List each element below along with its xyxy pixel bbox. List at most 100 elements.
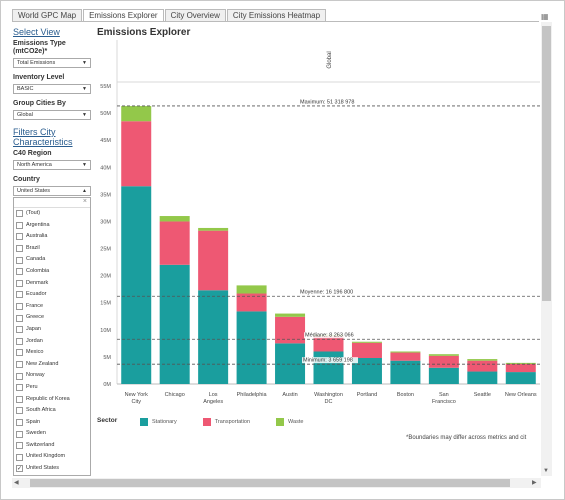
checkbox-icon[interactable]: [16, 337, 23, 345]
country-option[interactable]: Republic of Korea: [14, 394, 90, 406]
emissions-type-dropdown[interactable]: Total Emissions ▼: [13, 58, 91, 68]
country-option[interactable]: United Kingdom: [14, 451, 90, 463]
inventory-level-dropdown[interactable]: BASIC ▼: [13, 84, 91, 94]
country-option[interactable]: Sweden: [14, 428, 90, 440]
country-option[interactable]: Switzerland: [14, 440, 90, 452]
chevron-up-icon: ▲: [82, 188, 87, 194]
bar-segment-transportation: [275, 316, 306, 344]
region-dropdown[interactable]: North America ▼: [13, 160, 91, 170]
checkbox-icon[interactable]: [16, 291, 23, 299]
bar-segment-transportation: [428, 355, 459, 368]
filters-heading: Filters City Characteristics: [13, 127, 73, 147]
checkbox-icon[interactable]: [16, 372, 23, 380]
country-option-label: France: [26, 302, 44, 309]
country-option-label: Jordan: [26, 337, 43, 344]
x-tick-label: Philadelphia: [237, 392, 268, 398]
checkbox-icon[interactable]: [16, 314, 23, 322]
country-option-label: Canada: [26, 256, 46, 263]
country-option[interactable]: Norway: [14, 370, 90, 382]
region-label: C40 Region: [13, 150, 52, 157]
checkbox-icon[interactable]: [16, 395, 23, 403]
legend-item[interactable]: Transportation: [202, 418, 251, 426]
checkbox-icon[interactable]: [16, 279, 23, 287]
country-option[interactable]: Denmark: [14, 278, 90, 290]
checkbox-icon[interactable]: [16, 210, 23, 218]
y-tick-label: 35M: [100, 192, 111, 198]
reference-label-bg: [304, 332, 360, 339]
scroll-right-icon[interactable]: ▶: [532, 480, 537, 486]
country-list: × (Tout) Argentina Australia Brazil Canada Co…: [13, 197, 91, 476]
country-option[interactable]: France: [14, 301, 90, 313]
checkbox-icon[interactable]: [16, 221, 23, 229]
legend: Stationary Transportation Waste: [140, 418, 329, 426]
legend-label: Stationary: [152, 419, 177, 425]
scroll-down-icon[interactable]: ▼: [543, 468, 549, 474]
x-tick-label: Seattle: [474, 392, 491, 398]
checkbox-icon[interactable]: [16, 384, 23, 392]
reference-line-label: Minimum: 3 659 198: [303, 358, 353, 364]
country-option[interactable]: Peru: [14, 382, 90, 394]
reference-label-bg: [299, 289, 363, 296]
y-tick-label: 45M: [100, 138, 111, 144]
bar-segment-transportation: [236, 293, 267, 312]
checkbox-icon[interactable]: [16, 442, 23, 450]
y-tick-label: 40M: [100, 165, 111, 171]
x-tick-label: Los Angeles: [203, 392, 223, 405]
country-search-input[interactable]: ×: [14, 198, 90, 208]
country-option[interactable]: Spain: [14, 417, 90, 429]
country-option[interactable]: ✓ United States: [14, 463, 90, 475]
more-icon[interactable]: ▦: [541, 12, 549, 21]
checkbox-icon[interactable]: [16, 418, 23, 426]
checkbox-icon[interactable]: [16, 453, 23, 461]
country-option[interactable]: South Africa: [14, 405, 90, 417]
group-cities-dropdown[interactable]: Global ▼: [13, 110, 91, 120]
horizontal-scrollbar[interactable]: ◀ ▶: [12, 478, 541, 488]
country-option[interactable]: Jordan: [14, 336, 90, 348]
legend-item[interactable]: Stationary: [140, 418, 177, 426]
country-option[interactable]: Canada: [14, 254, 90, 266]
checkbox-icon[interactable]: [16, 407, 23, 415]
country-option[interactable]: Brazil: [14, 243, 90, 255]
country-option[interactable]: Mexico: [14, 347, 90, 359]
country-option-label: New Zealand: [26, 360, 59, 367]
vertical-scroll-thumb[interactable]: [542, 26, 551, 301]
country-option[interactable]: Greece: [14, 312, 90, 324]
scroll-left-icon[interactable]: ◀: [14, 480, 19, 486]
country-option[interactable]: Japan: [14, 324, 90, 336]
close-icon[interactable]: ×: [82, 198, 87, 205]
checkbox-icon[interactable]: [16, 233, 23, 241]
horizontal-scroll-thumb[interactable]: [30, 479, 510, 487]
country-dropdown[interactable]: United States ▲: [13, 186, 91, 196]
country-option[interactable]: Australia: [14, 231, 90, 243]
country-options: (Tout) Argentina Australia Brazil Canada Colo…: [14, 208, 90, 475]
bar-segment-waste: [390, 351, 421, 353]
tab-emissions-explorer[interactable]: Emissions Explorer: [83, 9, 164, 22]
bar-segment-waste: [198, 227, 229, 231]
legend-swatch: [202, 418, 211, 426]
legend-label: Transportation: [214, 419, 251, 425]
country-option[interactable]: New Zealand: [14, 359, 90, 371]
inventory-level-label: Inventory Level: [13, 74, 65, 81]
vertical-scrollbar[interactable]: ▼: [541, 22, 552, 476]
checkbox-icon[interactable]: [16, 430, 23, 438]
country-option[interactable]: Argentina: [14, 220, 90, 232]
checkbox-checked-icon[interactable]: ✓: [16, 465, 23, 473]
checkbox-icon[interactable]: [16, 303, 23, 311]
bar-segment-transportation: [313, 336, 344, 352]
checkbox-icon[interactable]: [16, 361, 23, 369]
country-option[interactable]: Ecuador: [14, 289, 90, 301]
bar-segment-transportation: [121, 121, 152, 187]
country-option-label: Japan: [26, 325, 41, 332]
tab-city-overview[interactable]: City Overview: [164, 9, 226, 22]
checkbox-icon[interactable]: [16, 256, 23, 264]
chart-title: Emissions Explorer: [97, 27, 191, 38]
checkbox-icon[interactable]: [16, 245, 23, 253]
checkbox-icon[interactable]: [16, 326, 23, 334]
tab-world-gpc-map[interactable]: World GPC Map: [12, 9, 83, 22]
checkbox-icon[interactable]: [16, 349, 23, 357]
legend-item[interactable]: Waste: [276, 418, 303, 426]
checkbox-icon[interactable]: [16, 268, 23, 276]
country-option[interactable]: Colombia: [14, 266, 90, 278]
country-option[interactable]: (Tout): [14, 208, 90, 220]
tab-city-emissions-heatmap[interactable]: City Emissions Heatmap: [226, 9, 327, 22]
